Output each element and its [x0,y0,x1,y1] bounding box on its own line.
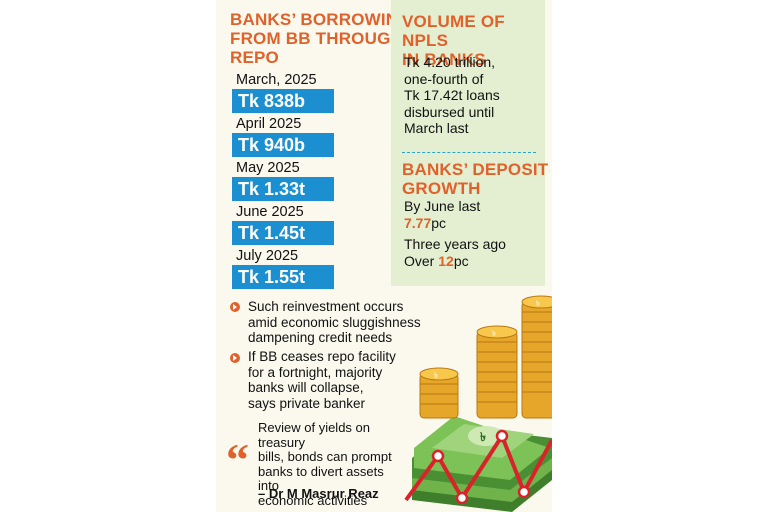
deposit-heading-line: BANKS’ DEPOSIT [402,160,549,179]
npl-text-line: March last [404,120,469,136]
repo-month: March, 2025 [236,72,317,88]
repo-amount: Tk 1.33t [232,177,334,201]
quote-line: bills, bonds can prompt [258,449,392,464]
repo-amount: Tk 1.45t [232,221,334,245]
repo-month: May 2025 [236,160,300,176]
repo-heading-line: REPO [230,48,279,67]
npl-text-line: one-fourth of [404,70,484,87]
deposit-value: 7.77 [404,215,432,231]
deposit-unit: pc [431,215,447,231]
deposit-value-line: 7.77pc [404,215,506,232]
npl-heading-line: VOLUME OF NPLS [402,12,505,50]
npl-heading-line: IN BANKS [402,50,486,69]
bullet-line: Such reinvestment occurs [248,299,404,314]
taka-coin-stacks-icon: ৳ ৳ ৳ [419,295,552,419]
repo-heading: BANKS’ BORROWING FROM BB THROUGH REPO [230,10,412,67]
deposit-value: 12 [438,253,454,269]
bullet-line: says private banker [248,395,366,411]
quote-box [216,412,402,504]
npl-text-line: Tk 4.20 trillion, [404,54,496,70]
quote-mark-icon: “ [226,434,249,485]
bullet-line: for a fortnight, majority [248,364,383,380]
quote-author: – Dr M Masrur Reaz [258,486,379,501]
deposit-text: By June last 7.77pc Three years ago Over… [404,198,506,270]
bullet-text: If BB ceases repo facility for a fortnig… [248,349,396,411]
svg-text:৳: ৳ [492,329,496,338]
deposit-line: Three years ago [404,236,506,252]
bullet-icon [230,302,240,312]
npl-heading: VOLUME OF NPLS IN BANKS [402,12,552,69]
deposit-value-line: Over 12pc [404,253,506,270]
npl-text: Tk 4.20 trillion, one-fourth of Tk 17.42… [404,54,500,137]
repo-heading-line: FROM BB THROUGH [230,29,403,48]
svg-text:৳: ৳ [536,299,540,308]
npl-deposit-panel [391,0,545,286]
bullet-line: dampening credit needs [248,330,393,345]
bullet-line: banks will collapse, [248,380,364,395]
quote-text: Review of yields on treasury bills, bond… [258,420,408,508]
npl-text-line: disbursed until [404,103,495,120]
repo-amount: Tk 940b [232,133,334,157]
svg-text:৳: ৳ [480,430,486,444]
deposit-line: By June last [404,198,481,214]
deposit-prefix: Over [404,253,439,269]
repo-month: June 2025 [236,204,304,220]
deposit-unit: pc [453,253,469,269]
repo-amount: Tk 1.55t [232,265,334,289]
repo-heading-line: BANKS’ BORROWING [230,10,412,29]
repo-month: July 2025 [236,248,299,264]
repo-month: April 2025 [236,116,302,132]
bullet-icon [230,353,240,363]
deposit-heading-line: GROWTH [402,179,481,198]
coins-and-money-illustration: ৳ ৳ ৳ ৳ [404,295,552,512]
quote-line: economic activities [258,492,368,508]
infographic-card: BANKS’ BORROWING FROM BB THROUGH REPO Ma… [216,0,552,512]
panel-divider [402,152,536,153]
svg-text:৳: ৳ [434,371,438,380]
quote-line: Review of yields on treasury [258,420,370,450]
bullet-text: Such reinvestment occurs amid economic s… [248,299,421,346]
deposit-heading: BANKS’ DEPOSIT GROWTH [402,160,548,198]
quote-line: banks to divert assets into [258,463,384,493]
npl-text-line: Tk 17.42t loans [404,87,500,103]
rising-trend-line-icon [404,429,552,505]
bullet-line: amid economic sluggishness [248,314,421,330]
bullet-line: If BB ceases repo facility [248,349,396,364]
repo-amount: Tk 838b [232,89,334,113]
